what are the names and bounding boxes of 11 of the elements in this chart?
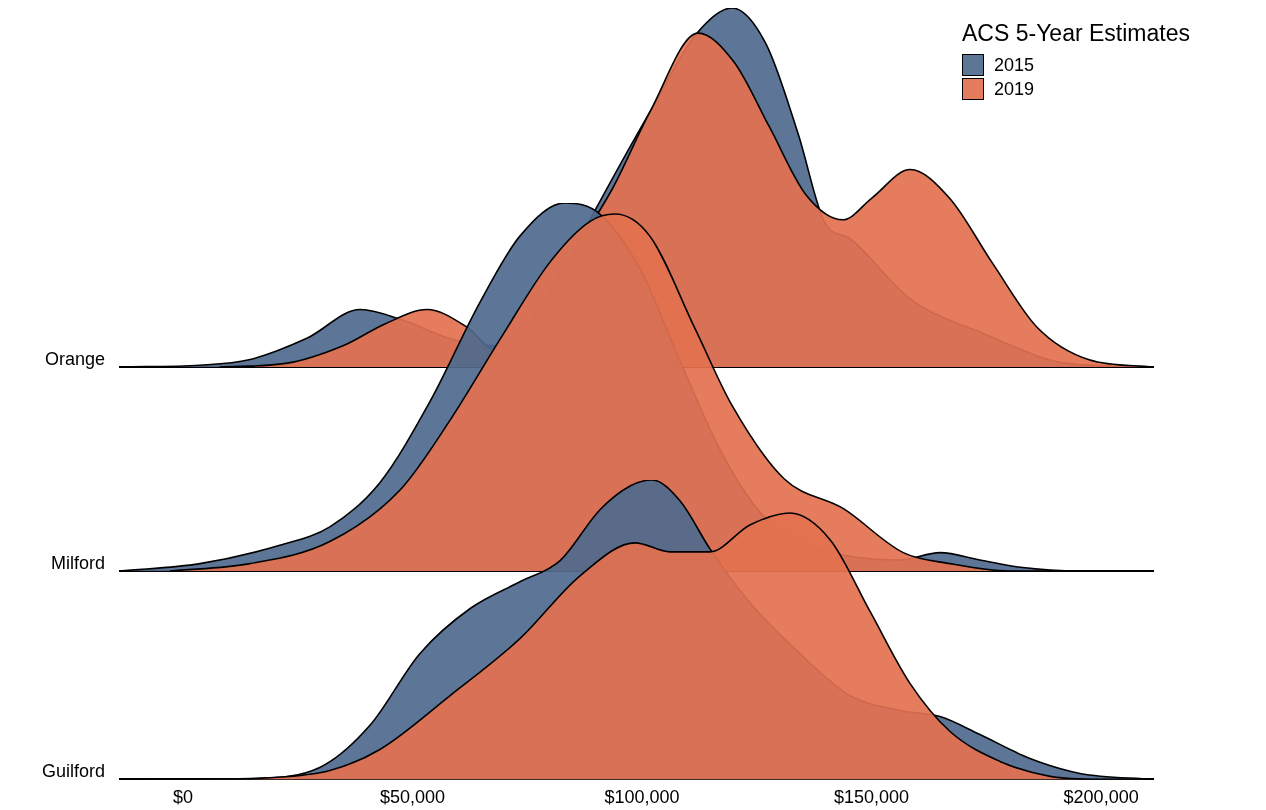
y-axis-title: Orange [44, 348, 105, 369]
x-tick-label: $150,000 [834, 787, 910, 808]
x-tick-label: $100,000 [604, 787, 680, 808]
x-tick-label: $50,000 [379, 787, 445, 808]
y-axis-title: Milford [50, 552, 105, 573]
legend-label: 2019 [994, 78, 1035, 100]
legend-label: 2015 [994, 54, 1035, 76]
x-tick-label: $0 [172, 787, 193, 808]
x-tick-label: $200,000 [1063, 787, 1139, 808]
legend-title: ACS 5-Year Estimates [962, 20, 1190, 47]
y-axis-title: Guilford [41, 761, 105, 782]
